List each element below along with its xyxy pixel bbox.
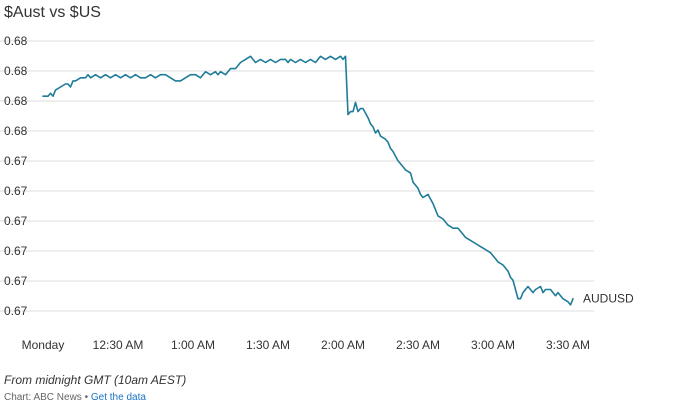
credit-separator: •	[81, 392, 91, 403]
series-end-label: AUDUSD	[583, 292, 634, 306]
x-tick-label: 1:00 AM	[171, 338, 215, 352]
y-axis-labels: 0.68 0.68 0.68 0.68 0.67 0.67 0.67 0.67 0.67 0.67	[4, 34, 28, 318]
y-tick-label: 0.68	[4, 64, 28, 78]
series-line	[42, 55, 574, 306]
x-tick-label: 2:00 AM	[321, 338, 365, 352]
y-tick-label: 0.67	[4, 154, 28, 168]
series-end-labels: AUDUSD	[583, 292, 634, 306]
x-axis-labels: Monday 12:30 AM 1:00 AM 1:30 AM 2:00 AM 2:30 …	[22, 338, 590, 352]
series-lines	[42, 55, 574, 306]
y-tick-label: 0.67	[4, 244, 28, 258]
gridlines	[0, 40, 594, 312]
x-tick-label: 12:30 AM	[93, 338, 144, 352]
x-tick-label: 3:00 AM	[471, 338, 515, 352]
y-tick-label: 0.68	[4, 34, 28, 48]
credit-source: Chart: ABC News	[4, 392, 82, 403]
y-tick-label: 0.67	[4, 304, 28, 318]
x-tick-label: 1:30 AM	[246, 338, 290, 352]
y-tick-label: 0.67	[4, 214, 28, 228]
x-tick-label: 3:30 AM	[546, 338, 590, 352]
chart-title: $Aust vs $US	[4, 4, 101, 21]
y-tick-label: 0.67	[4, 184, 28, 198]
y-tick-label: 0.68	[4, 94, 28, 108]
chart-credit: Chart: ABC News • Get the data	[4, 392, 146, 403]
chart-footnote: From midnight GMT (10am AEST)	[4, 373, 187, 387]
y-tick-label: 0.67	[4, 274, 28, 288]
x-tick-label: Monday	[22, 338, 65, 352]
y-tick-label: 0.68	[4, 124, 28, 138]
get-the-data-link[interactable]: Get the data	[90, 392, 146, 403]
x-tick-label: 2:30 AM	[396, 338, 440, 352]
